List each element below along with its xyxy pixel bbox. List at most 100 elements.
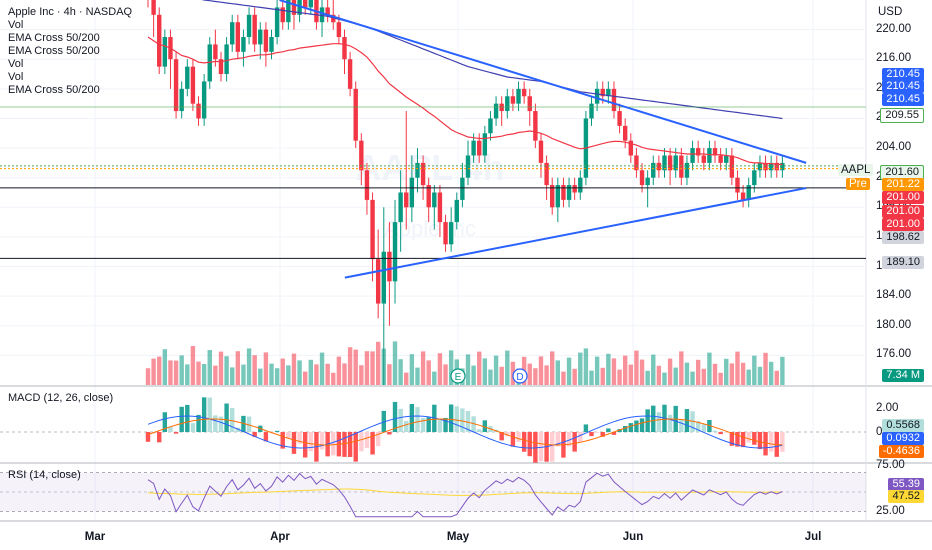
macd-histogram-bar: [465, 410, 471, 432]
macd-histogram-bar: [392, 401, 398, 432]
currency-label[interactable]: USD: [878, 6, 903, 18]
time-tick: May: [446, 531, 470, 543]
volume-bar: [230, 367, 235, 385]
volume-bar: [667, 358, 673, 385]
macd-histogram-bar: [207, 397, 212, 432]
rsi-label[interactable]: RSI (14, close): [8, 469, 81, 481]
volume-bar: [550, 351, 555, 385]
volume-bar: [224, 356, 229, 385]
volume-bar: [499, 366, 504, 385]
macd-histogram-bar: [594, 432, 600, 433]
macd-histogram-bar: [415, 407, 420, 432]
grid-lines: [0, 0, 932, 522]
indicator-label-ema-cross[interactable]: EMA Cross 50/200: [8, 45, 100, 57]
candle-body: [510, 96, 516, 104]
candle-body: [572, 185, 577, 193]
macd-histogram-bar: [157, 432, 162, 443]
candle-body: [252, 14, 257, 45]
volume-bar: [246, 348, 252, 385]
volume-bar: [145, 368, 151, 385]
volume-bar: [735, 351, 740, 385]
candle-body: [645, 177, 650, 186]
price-tick: 176.00: [876, 348, 912, 361]
horizontal-levels[interactable]: [0, 106, 866, 259]
volume-bar: [707, 352, 712, 385]
volume-bar: [325, 363, 330, 385]
candle-body: [336, 22, 342, 38]
volume-bar: [488, 369, 493, 385]
candle-body: [555, 185, 561, 208]
macd-histogram-bar: [319, 432, 325, 450]
volume-bar: [611, 358, 617, 385]
volume-bar: [387, 364, 392, 385]
candle-body: [269, 37, 274, 52]
volume-bar: [465, 354, 471, 385]
candle-body: [763, 162, 768, 171]
candle-body: [443, 222, 448, 245]
volume-bar: [578, 352, 583, 385]
volume-bar: [347, 347, 353, 385]
candle-body: [162, 37, 168, 67]
candle-body: [482, 133, 488, 156]
macd-pane: [0, 397, 866, 463]
volume-bar: [505, 350, 510, 385]
candle-body: [308, 0, 314, 8]
candle-body: [606, 88, 611, 97]
volume-bar: [533, 368, 538, 385]
macd-histogram-bar: [589, 432, 594, 437]
volume-bar: [729, 363, 735, 385]
candle-body: [768, 162, 774, 171]
macd-histogram-bar: [185, 404, 190, 432]
rsi-line: [147, 472, 783, 518]
candle-body: [201, 81, 207, 119]
symbol-tag: AAPL: [838, 164, 874, 176]
price-tag: 210.45: [882, 80, 924, 93]
volume-bar: [622, 355, 628, 385]
macd-histogram-bar: [521, 432, 527, 452]
volume-bar: [718, 372, 723, 385]
volume-bar: [364, 351, 370, 385]
macd-histogram-bar: [162, 412, 168, 432]
volume-bar: [207, 350, 212, 385]
symbol-tag: Pre: [846, 178, 870, 190]
macd-histogram-bar: [347, 432, 353, 457]
candlestick-series[interactable]: [146, 0, 785, 385]
indicator-label-vol[interactable]: Vol: [8, 19, 24, 31]
macd-histogram-bar: [735, 432, 740, 447]
candle-body: [454, 199, 459, 223]
candle-body: [735, 177, 740, 193]
macd-histogram-bar: [538, 432, 544, 462]
volume-bar: [168, 360, 173, 385]
volume-bar: [634, 350, 639, 385]
volume-bar: [606, 353, 611, 385]
volume-bar: [746, 369, 751, 385]
volume-bar: [752, 355, 757, 385]
indicator-label-ema-cross[interactable]: EMA Cross 50/200: [8, 32, 100, 44]
volume-bar: [392, 341, 398, 385]
macd-histogram-bar: [611, 432, 617, 435]
candle-body: [780, 162, 785, 171]
indicator-label-vol[interactable]: Vol: [8, 58, 24, 70]
price-tick: 220.00: [876, 22, 912, 35]
macd-histogram-bar: [246, 416, 252, 432]
indicator-label-vol[interactable]: Vol: [8, 71, 24, 83]
macd-histogram-bar: [145, 432, 151, 442]
indicator-label-ema-cross[interactable]: EMA Cross 50/200: [8, 84, 100, 96]
volume-bar: [308, 359, 314, 385]
macd-signal-line: [147, 418, 783, 446]
volume-bar: [695, 359, 701, 385]
price-tag: 210.45: [882, 68, 924, 81]
event-circle: [512, 368, 528, 384]
volume-bar: [639, 359, 645, 385]
candle-body: [420, 162, 426, 186]
macd-histogram-bar: [370, 432, 375, 455]
candle-body: [471, 140, 476, 156]
macd-label[interactable]: MACD (12, 26, close): [8, 392, 114, 404]
macd-histogram-bar: [409, 404, 415, 432]
candle-body: [375, 259, 381, 304]
volume-bar: [258, 368, 263, 385]
candle-body: [628, 140, 634, 156]
volume-bar: [432, 371, 437, 385]
